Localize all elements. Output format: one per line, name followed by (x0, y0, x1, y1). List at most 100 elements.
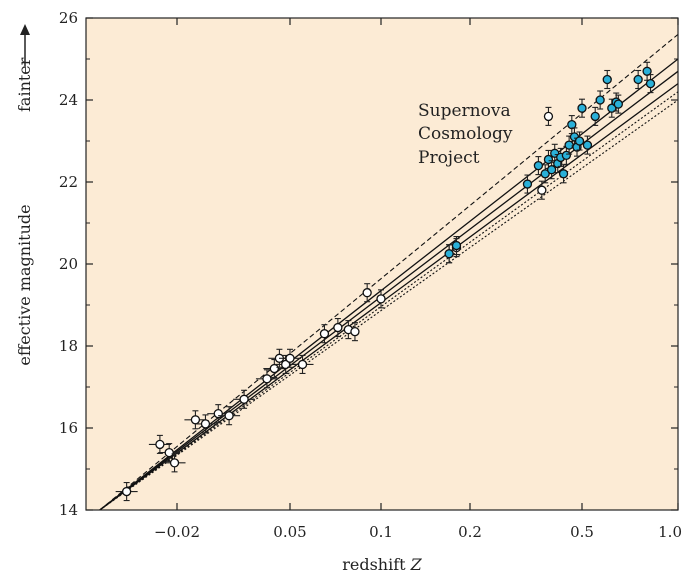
supernova-point-filled (602, 69, 612, 90)
x-axis-label: redshift Z (342, 555, 422, 574)
supernova-point-open (233, 389, 256, 409)
supernova-point-filled (613, 94, 623, 114)
marker (444, 249, 454, 259)
supernova-point-filled (444, 244, 454, 264)
x-tick-label: 0.2 (458, 523, 482, 541)
supernova-point-open (263, 358, 286, 379)
supernova-point-filled (543, 149, 554, 169)
supernova-point-filled (595, 90, 605, 110)
plot-background (86, 18, 678, 510)
y-axis-label: effective magnitude (15, 204, 34, 365)
x-tick-label: 0.5 (570, 523, 594, 541)
marker (582, 140, 593, 150)
marker (595, 95, 605, 105)
y-tick-label: 18 (59, 337, 78, 355)
marker (633, 74, 643, 85)
supernova-point-filled (540, 164, 550, 184)
y-tick-label: 24 (59, 91, 78, 109)
supernova-point-filled (642, 61, 652, 81)
model-line-dashed (99, 33, 679, 511)
marker (350, 326, 360, 337)
y-tick-label: 20 (59, 255, 78, 273)
y-tick-label: 22 (59, 173, 78, 191)
annotation-line-2: Cosmology (418, 124, 513, 144)
marker (558, 169, 569, 179)
marker (333, 322, 343, 333)
supernova-point-filled (607, 98, 617, 118)
y-tick-label: 14 (59, 501, 78, 519)
supernova-point-open (537, 180, 547, 200)
marker (543, 154, 554, 165)
annotation-line-1: Supernova (418, 101, 511, 121)
supernova-point-filled (633, 69, 643, 90)
supernova-point-filled (533, 156, 544, 176)
marker (213, 408, 223, 419)
marker (540, 169, 550, 179)
supernova-point-open (333, 317, 343, 338)
marker (269, 363, 279, 374)
fainter-arrow-icon (20, 24, 30, 66)
marker (155, 439, 165, 450)
supernova-point-open (279, 348, 301, 368)
marker (602, 74, 612, 85)
marker (574, 136, 585, 146)
marker (224, 411, 234, 421)
marker (543, 111, 554, 122)
supernova-point-filled (451, 236, 462, 256)
supernova-point-filled (590, 106, 600, 126)
supernova-point-open (350, 322, 360, 342)
marker (564, 140, 574, 150)
x-axis-label-text: redshift (342, 555, 406, 574)
y-axis-fainter-label: fainter (15, 57, 34, 112)
supernova-point-filled (582, 135, 593, 155)
supernova-point-filled (577, 98, 587, 118)
supernova-point-filled (645, 74, 656, 94)
marker (613, 99, 623, 109)
marker (577, 103, 587, 113)
x-axis: −0.02 0.05 0.1 0.2 0.5 1.0 (154, 18, 682, 541)
x-tick-label: 1.0 (658, 523, 682, 541)
marker (546, 165, 557, 175)
supernova-point-open (115, 481, 138, 502)
y-tick-label: 16 (59, 419, 78, 437)
annotation-line-3: Project (418, 148, 480, 168)
y-axis: 14 16 18 20 22 24 26 (59, 9, 678, 519)
x-tick-label: 0.1 (369, 523, 393, 541)
y-tick-label: 26 (59, 9, 78, 27)
marker (297, 359, 308, 370)
supernova-point-open (148, 434, 171, 454)
marker (590, 111, 600, 122)
marker (451, 240, 462, 251)
marker (537, 185, 547, 195)
marker (239, 394, 249, 404)
marker (362, 288, 372, 298)
supernova-point-filled (574, 131, 585, 151)
supernova-point-open (376, 289, 386, 309)
model-line-solid (99, 83, 679, 511)
supernova-point-open (158, 443, 181, 463)
supernova-point-filled (561, 145, 572, 165)
supernova-point-open (194, 414, 217, 434)
marker (645, 78, 656, 89)
marker (561, 150, 572, 161)
supernova-point-filled (558, 164, 569, 184)
x-tick-label: −0.02 (154, 523, 200, 541)
marker (262, 374, 272, 384)
supernova-point-open (291, 354, 314, 375)
x-axis-label-var: Z (410, 555, 423, 574)
supernova-point-open (274, 354, 297, 375)
supernova-point-open (184, 410, 207, 430)
marker (190, 415, 201, 425)
supernova-point-open (218, 406, 241, 426)
supernova-point-open (163, 453, 186, 473)
marker (200, 419, 211, 429)
marker (164, 447, 174, 458)
supernova-point-open (319, 324, 330, 344)
supernova-point-filled (522, 174, 533, 194)
marker (522, 179, 533, 189)
supernova-point-filled (546, 160, 557, 180)
marker (533, 160, 544, 171)
supernova-point-filled (567, 115, 577, 135)
marker (169, 458, 180, 468)
